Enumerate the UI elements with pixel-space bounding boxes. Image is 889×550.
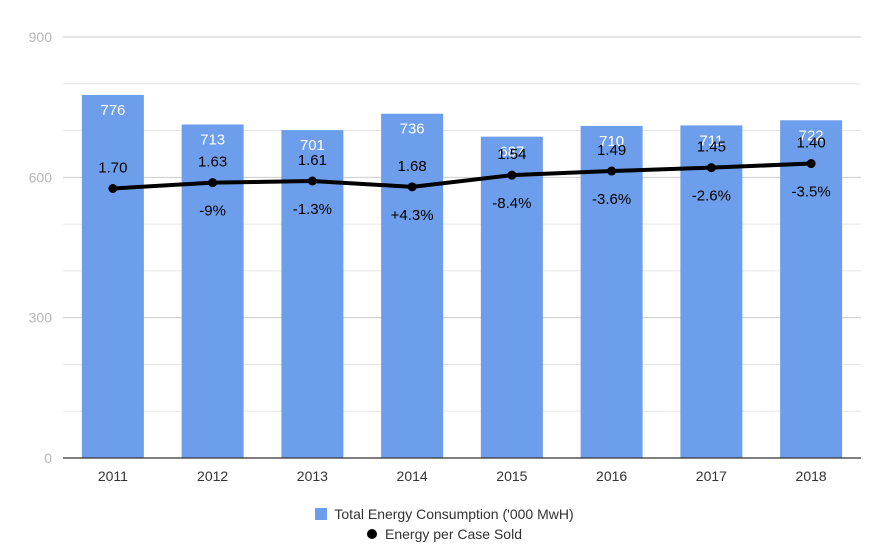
bar-series [81,95,843,459]
legend: Total Energy Consumption ('000 MwH) Ener… [0,504,889,544]
line-change-label: -2.6% [692,188,731,205]
line-value-label: 1.45 [697,139,726,156]
x-tick-label: 2018 [796,468,827,484]
bar-value-label: 776 [100,102,125,119]
x-tick-label: 2014 [397,468,428,484]
line-change-label: -3.5% [792,184,831,201]
line-value-label: 1.61 [298,152,327,169]
bar-value-label: 711 [699,132,723,149]
line-change-label: -3.6% [592,191,631,208]
bar-value-labels: 776 713 701 736 687 710 711 722 [100,102,823,161]
line-point [607,166,617,176]
legend-bar-label: Total Energy Consumption ('000 MwH) [334,506,574,522]
x-tick-label: 2013 [297,468,328,484]
bar [381,113,444,459]
line-point [108,184,118,193]
x-tick-label: 2011 [98,468,128,484]
line-point [806,159,816,169]
line-series: 1.70 1.63 -9% 1.61 -1.3% 1.68 +4.3% 1.54 -8.4% 1.… [98,135,830,224]
y-axis-ticks: 0 300 600 900 [29,29,53,466]
y-tick-label: 900 [29,29,53,45]
line-value-label: 1.63 [198,154,227,171]
line-value-label: 1.49 [597,142,626,159]
bar [181,124,244,459]
bar [81,95,144,458]
x-axis-ticks: 2011 2012 2013 2014 2015 2016 2017 2018 [98,468,827,484]
line-value-label: 1.68 [398,158,427,175]
bar-value-label: 736 [400,121,425,138]
x-tick-label: 2012 [197,468,228,484]
legend-bar-swatch [315,508,328,520]
series-line [110,161,814,191]
line-point [307,176,317,186]
legend-line-label: Energy per Case Sold [385,526,522,542]
line-change-label: -8.4% [492,195,531,212]
line-value-label: 1.40 [797,135,826,152]
x-tick-label: 2017 [696,468,727,484]
bar [680,125,743,458]
bar [480,136,543,459]
bar-value-label: 722 [799,127,824,144]
bar [780,120,843,459]
bar-value-label: 713 [200,131,225,148]
x-tick-label: 2015 [496,468,527,484]
legend-item-line: Energy per Case Sold [0,524,889,544]
line-change-label: -9% [199,203,226,220]
line-point [208,178,218,188]
line-change-label: +4.3% [391,207,434,224]
line-value-label: 1.70 [98,160,127,177]
y-tick-label: 300 [29,310,53,326]
line-point [507,170,517,180]
bar-value-label: 687 [499,144,524,161]
line-point [706,163,716,173]
y-tick-label: 600 [29,169,53,185]
line-point [407,182,417,192]
legend-item-bars: Total Energy Consumption ('000 MwH) [0,504,889,524]
legend-line-swatch [367,529,378,539]
bar-value-label: 701 [300,137,325,154]
line-value-label: 1.54 [497,146,526,163]
bar-value-label: 710 [599,133,624,150]
line-change-label: -1.3% [293,201,332,218]
bar [580,125,643,458]
y-tick-label: 0 [44,450,52,466]
x-tick-label: 2016 [596,468,627,484]
